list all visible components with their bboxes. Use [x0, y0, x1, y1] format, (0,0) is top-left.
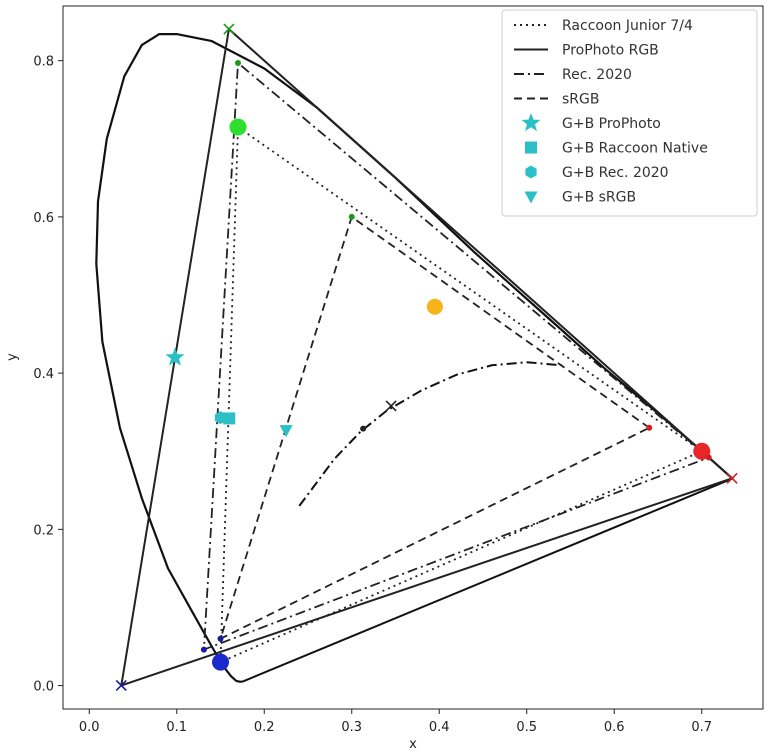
x-tick-label: 0.0 — [79, 720, 100, 735]
legend-label-7: G+B sRGB — [562, 190, 636, 206]
legend-label-5: G+B Raccoon Native — [562, 141, 708, 157]
gamut-0-primary-marker-0 — [693, 442, 711, 460]
legend-handle-5 — [525, 141, 537, 154]
legend-handle-6 — [525, 165, 537, 179]
gamut-0-primary-marker-2 — [212, 653, 229, 671]
legend-handle-4 — [521, 113, 541, 132]
x-tick-label: 0.6 — [604, 720, 625, 735]
y-tick-label: 0.6 — [33, 211, 54, 226]
legend-label-2: Rec. 2020 — [562, 67, 632, 83]
gamut-2-primary-marker-0 — [705, 454, 712, 461]
x-tick-label: 0.4 — [429, 720, 450, 735]
y-tick-label: 0.8 — [33, 55, 54, 70]
gb-point-3 — [279, 425, 293, 438]
gb-point-2 — [214, 411, 227, 425]
extra-point-0 — [426, 298, 443, 315]
x-tick-label: 0.3 — [341, 720, 362, 735]
y-tick-label: 0.4 — [33, 367, 54, 382]
plot-layer — [95, 23, 738, 692]
axes-layer: 0.0 0.1 0.2 0.3 0.4 0.5 0.6 0.7 0.0 0.2 0.4 0.6 0.8 — [33, 55, 712, 735]
legend-label-3: sRGB — [562, 92, 599, 108]
legend-box — [501, 9, 758, 217]
legend-label-6: G+B Rec. 2020 — [562, 165, 669, 181]
legend-label-4: G+B ProPhoto — [562, 116, 661, 132]
gamut-triangle-2 — [202, 61, 711, 651]
legend-label-1: ProPhoto RGB — [562, 43, 659, 59]
gamut-3-primary-marker-1 — [348, 213, 355, 220]
x-tick-label: 0.7 — [691, 720, 712, 735]
line-of-purples — [241, 477, 733, 683]
gamut-3-primary-marker-0 — [646, 424, 653, 431]
legend-handle-7 — [524, 191, 538, 204]
planckian-marker-x — [385, 400, 397, 412]
legend-label-0: Raccoon Junior 7/4 — [562, 18, 693, 34]
x-tick-label: 0.1 — [166, 720, 187, 735]
gamut-1-primary-marker-1 — [223, 23, 235, 35]
gamut-triangle-0 — [219, 125, 704, 664]
planckian-locus — [298, 361, 562, 507]
y-tick-label: 0.0 — [33, 680, 54, 695]
x-tick-label: 0.5 — [516, 720, 537, 735]
gamut-1-primary-marker-0 — [726, 472, 738, 484]
gamut-3-primary-marker-2 — [217, 635, 224, 642]
gamut-2-primary-marker-1 — [235, 60, 241, 67]
planckian-marker-dot — [360, 425, 367, 432]
legend: Raccoon Junior 7/4 ProPhoto RGB Rec. 2020 s… — [501, 9, 758, 217]
plot-frame — [62, 5, 764, 710]
x-tick-label: 0.2 — [254, 720, 275, 735]
gamut-1-primary-marker-2 — [115, 679, 127, 692]
gamut-0-primary-marker-1 — [229, 118, 247, 136]
y-tick-label: 0.2 — [33, 523, 54, 538]
gb-point-0 — [165, 347, 185, 366]
gamut-2-primary-marker-2 — [200, 646, 207, 653]
gb-point-1 — [223, 412, 236, 425]
x-axis-label: x — [409, 737, 417, 752]
y-axis-label: y — [5, 353, 20, 361]
